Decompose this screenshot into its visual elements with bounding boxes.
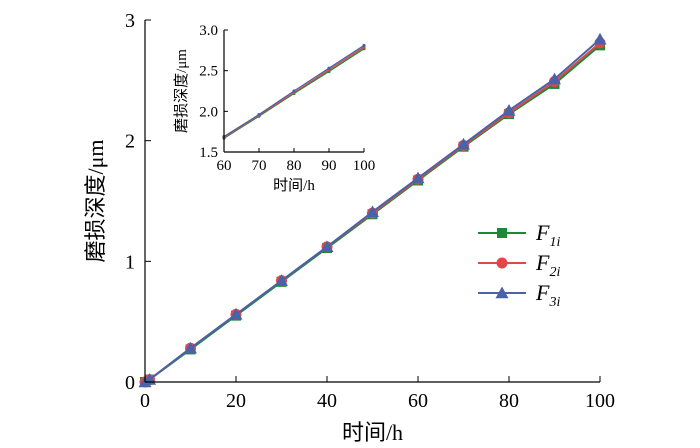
inset-point-marker (257, 112, 261, 117)
inset-x-tick-label: 90 (322, 158, 337, 174)
x-tick-label: 80 (499, 390, 519, 412)
triangle-marker (275, 274, 288, 286)
series-F3i (138, 32, 607, 388)
triangle-marker (502, 104, 516, 116)
x-tick-label: 60 (408, 390, 428, 412)
inset-plot: 60 70 80 90 100 1.5 2.0 2.5 3.0 时间/h 磨损深度/μm (173, 23, 375, 194)
legend-label-subscript: 3i (548, 295, 560, 310)
triangle-marker (229, 307, 243, 320)
circle-marker (496, 257, 508, 269)
legend-label: F2i (535, 250, 560, 280)
inset-point-marker (362, 43, 366, 48)
inset-y-axis-label: 磨损深度/μm (173, 49, 190, 133)
inset-x-tick-label: 80 (287, 158, 302, 174)
y-axis-label: 磨损深度/μm (83, 139, 108, 262)
triangle-marker (593, 32, 607, 45)
y-tick-label: 3 (125, 10, 135, 32)
x-tick-label: 40 (317, 390, 337, 412)
inset-y-tick-label: 3.0 (199, 23, 218, 39)
x-tick-label: 0 (140, 390, 150, 412)
y-tick-label: 2 (125, 131, 135, 153)
x-tick-label: 100 (585, 390, 615, 412)
triangle-marker (411, 171, 425, 184)
triangle-marker (366, 205, 379, 218)
legend-item: F1i (478, 220, 560, 250)
inset-x-tick-label: 60 (217, 158, 232, 174)
triangle-marker (320, 240, 334, 253)
square-marker (497, 228, 507, 238)
inset-x-tick-label: 70 (252, 158, 267, 174)
inset-point-marker (327, 66, 331, 70)
inset-series-layer (222, 43, 366, 140)
inset-axes: 60 70 80 90 100 1.5 2.0 2.5 3.0 (199, 23, 375, 174)
legend-label-subscript: 1i (549, 235, 560, 250)
y-tick-label: 1 (125, 251, 135, 273)
inset-y-tick-label: 2.0 (199, 104, 218, 120)
legend-label: F3i (535, 280, 560, 310)
legend-label: F1i (535, 220, 560, 250)
legend-label-base: F (535, 280, 550, 305)
x-axis-label: 时间/h (342, 420, 403, 445)
main-series-layer (138, 32, 607, 388)
y-tick-label: 0 (125, 372, 135, 394)
legend-item: F2i (478, 250, 560, 280)
triangle-marker (548, 72, 561, 85)
legend-label-base: F (535, 250, 550, 275)
inset-x-tick-label: 100 (353, 158, 376, 174)
series-line (144, 38, 601, 383)
legend-label-base: F (535, 220, 550, 245)
inset-series-F3i (222, 43, 366, 139)
inset-x-axis-label: 时间/h (273, 177, 315, 194)
triangle-marker (495, 286, 509, 299)
inset-y-tick-label: 1.5 (199, 145, 218, 161)
triangle-marker (457, 137, 470, 150)
legend-item: F3i (478, 280, 560, 310)
triangle-marker (184, 341, 197, 354)
main-axes: 0 20 40 60 80 100 0 1 2 3 (125, 10, 615, 412)
x-tick-label: 20 (226, 390, 246, 412)
inset-point-marker (292, 89, 296, 93)
inset-y-tick-label: 2.5 (199, 64, 218, 80)
legend-label-subscript: 2i (549, 265, 560, 280)
